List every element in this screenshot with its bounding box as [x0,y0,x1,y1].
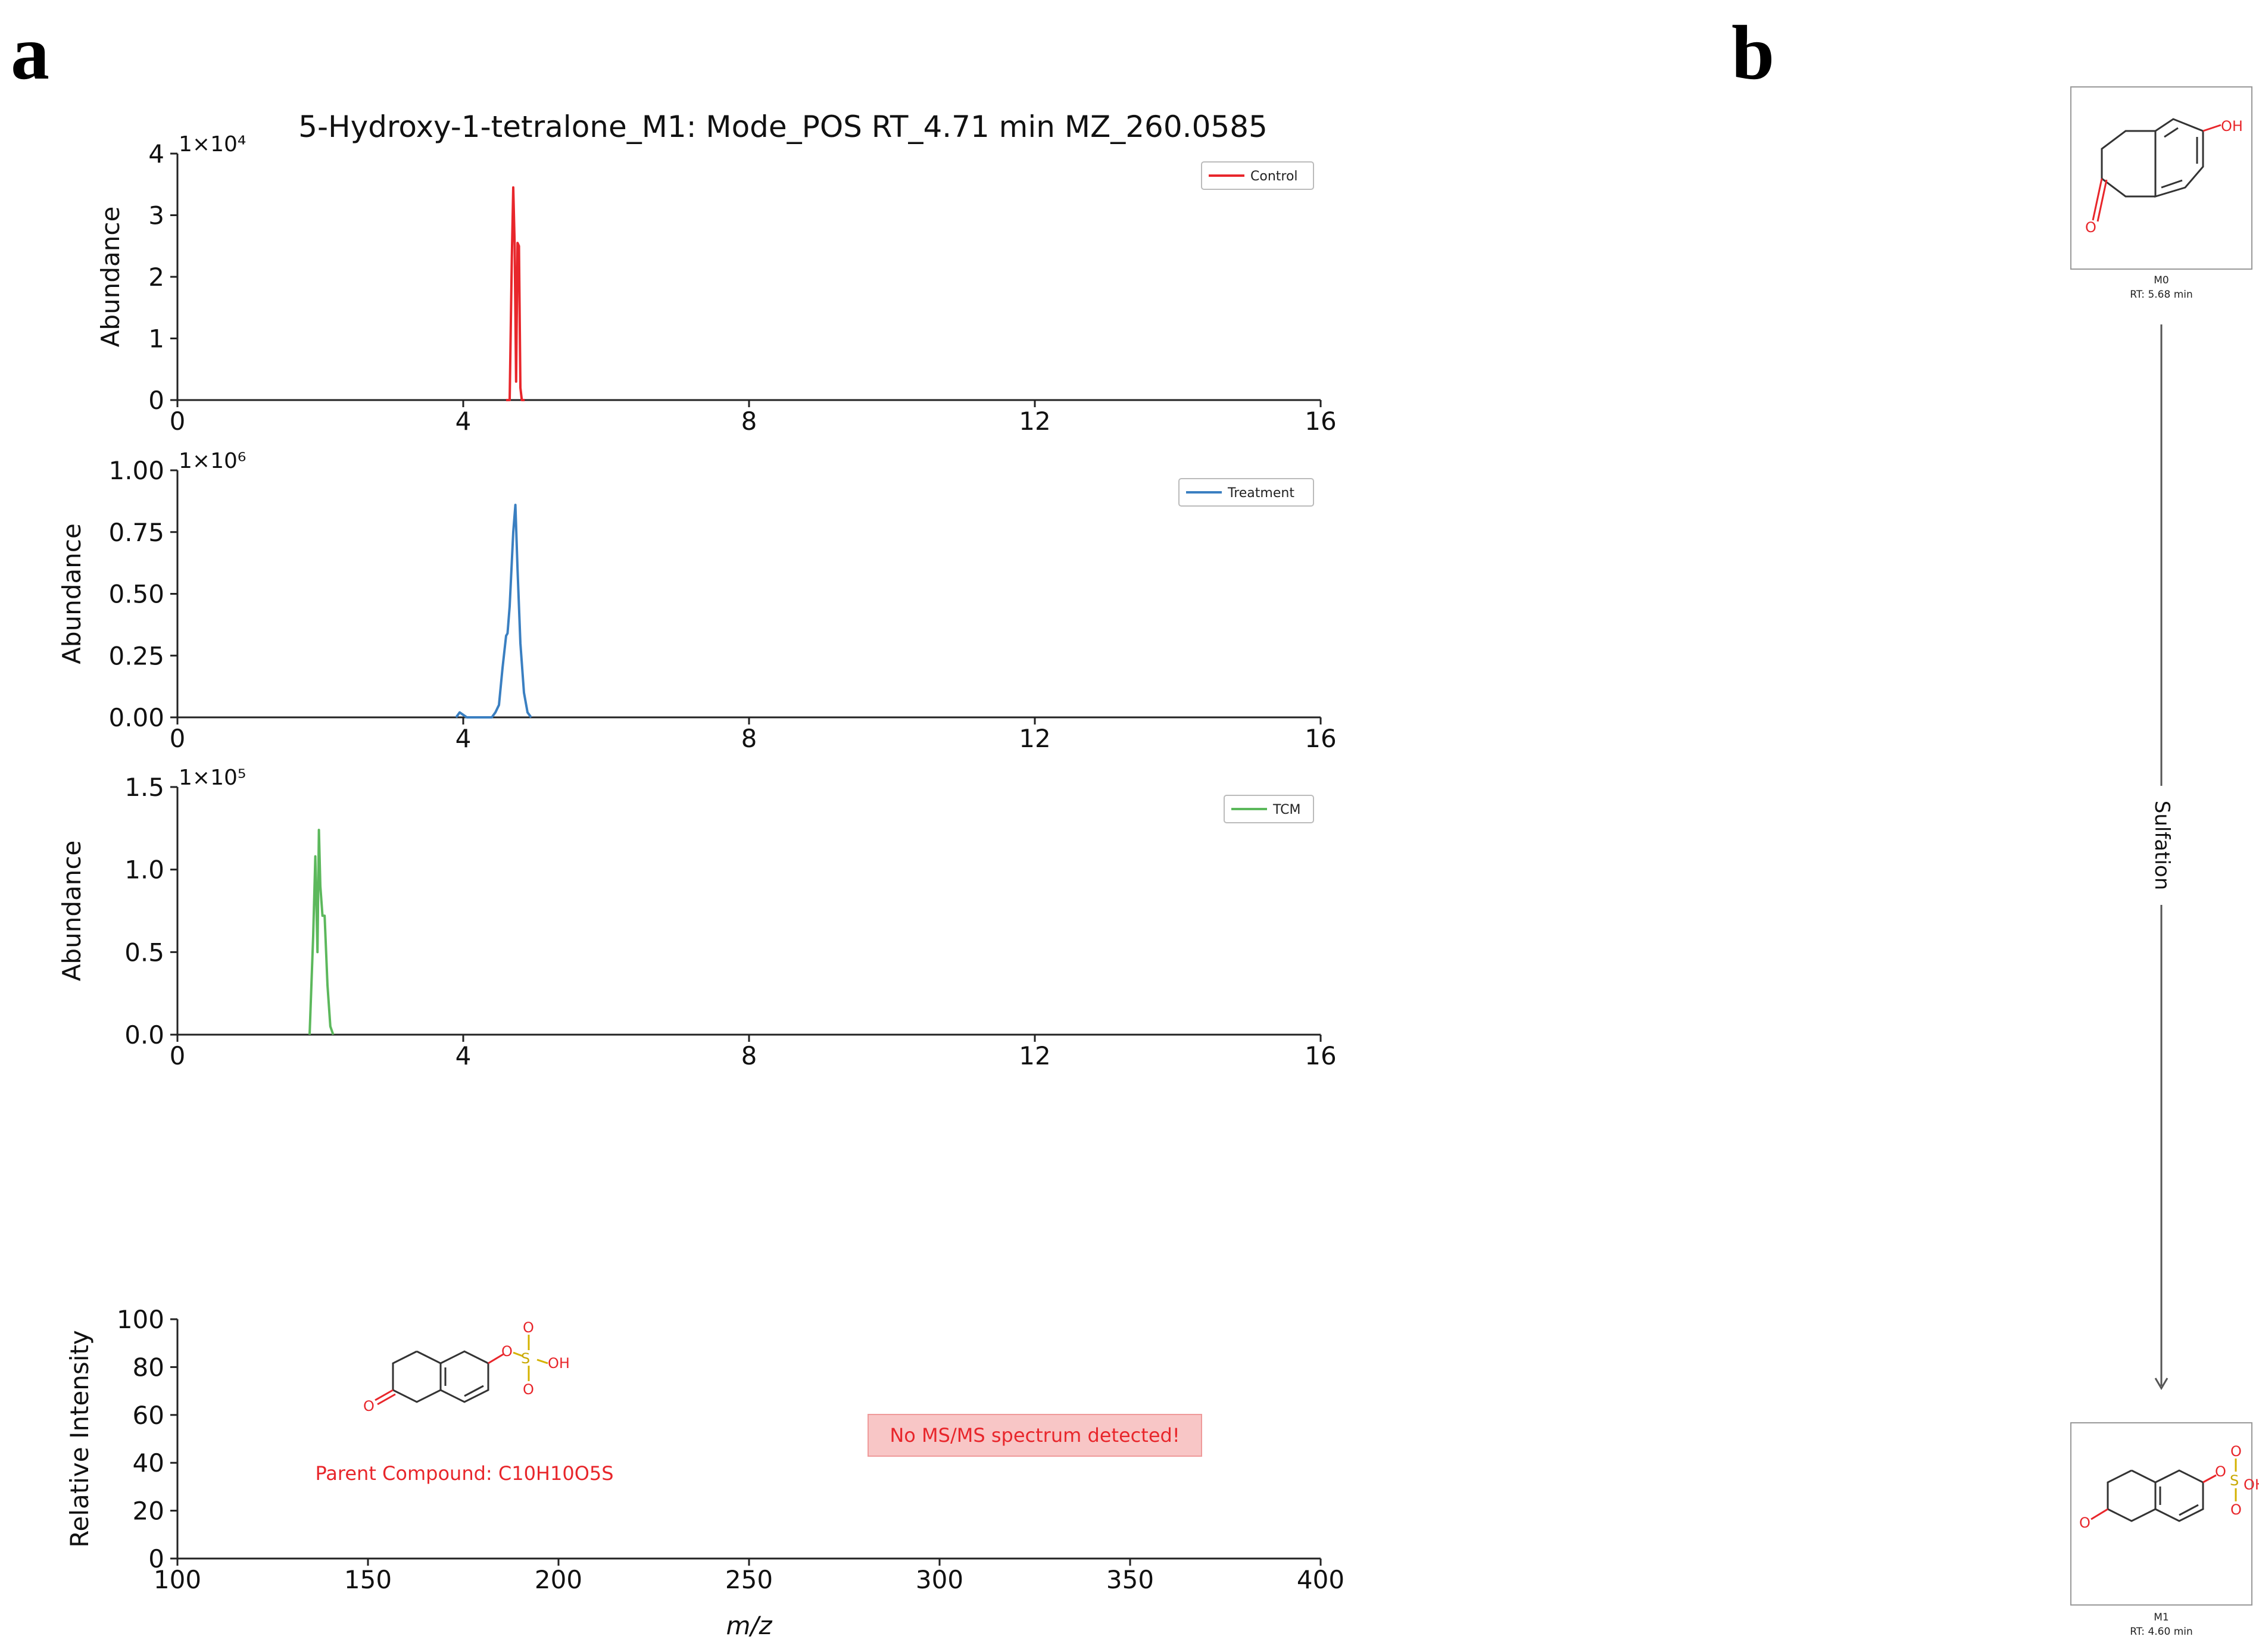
y-tick-label: 60 [133,1401,164,1430]
y-tick-label: 100 [117,1305,164,1334]
series-line [506,186,525,401]
legend-treatment: Treatment [1178,478,1314,507]
x-tick-label: 8 [741,407,757,436]
sulfate-hydroxyl: OH [548,1355,570,1372]
legend-tcm-label: TCM [1272,802,1301,817]
y-tick-label: 0.25 [108,641,164,670]
series-line [455,504,532,719]
x-tick-label: 4 [455,1041,472,1070]
treatment-chromatogram-plot: 0 4 8 12 16 0.00 0.25 0.50 0.75 1.00 Abundance 1×10… [57,449,1337,753]
x-tick-label: 250 [725,1565,773,1594]
m0-label: M0 [2154,274,2168,286]
y-tick-label: 2 [148,263,164,292]
y-tick-label: 4 [148,139,164,168]
m1-ketone-oxygen: O [2079,1514,2090,1531]
x-tick-label: 12 [1019,1041,1050,1070]
m1-sulfonyl-oxygen-top: O [2230,1443,2242,1460]
y-tick-label: 0 [148,1544,164,1573]
no-spectrum-alert: No MS/MS spectrum detected! [868,1414,1202,1457]
m1-structure-box [2070,1422,2252,1606]
y-axis-label: Abundance [57,523,86,664]
x-tick-label: 0 [170,724,186,753]
x-tick-label: 4 [455,407,472,436]
legend-tcm: TCM [1224,795,1314,823]
m0-rt: RT: 5.68 min [2130,289,2193,301]
m1-sulfonyl-oxygen-bottom: O [2230,1501,2242,1518]
y-multiplier-label: 1×10⁴ [179,132,246,157]
tcm-chromatogram-plot: 0 4 8 12 16 0.0 0.5 1.0 1.5 Abundance 1×10⁵ [57,766,1337,1070]
parent-compound-structure: O O S O O OH [363,1319,570,1414]
x-tick-label: 400 [1297,1565,1344,1594]
reaction-label: Sulfation [2150,801,2174,891]
x-tick-label: 4 [455,724,472,753]
sulfur-atom: S [521,1350,530,1367]
x-tick-label: 16 [1305,407,1336,436]
y-tick-label: 1.5 [124,773,164,802]
y-tick-label: 40 [133,1448,164,1478]
legend-control-label: Control [1250,169,1298,184]
no-spectrum-text: No MS/MS spectrum detected! [890,1424,1180,1447]
x-tick-label: 200 [535,1565,582,1594]
chart-title: 5-Hydroxy-1-tetralone_M1: Mode_POS RT_4.… [298,110,1268,144]
x-tick-label: 150 [344,1565,392,1594]
m0-structure-box [2070,86,2252,270]
y-multiplier-label: 1×10⁵ [179,766,246,790]
m1-sulfate-hydroxyl: OH [2244,1476,2259,1493]
panel-a-label: a [11,10,49,96]
y-axis-label: Abundance [57,841,86,982]
legend-treatment-label: Treatment [1227,486,1294,501]
y-tick-label: 20 [133,1497,164,1526]
x-tick-label: 350 [1106,1565,1154,1594]
ketone-oxygen: O [363,1398,375,1414]
m1-structure: O O S O O OH [2079,1443,2259,1531]
x-tick-label: 16 [1305,1041,1336,1070]
y-tick-label: 80 [133,1353,164,1382]
y-tick-label: 0.0 [124,1020,164,1050]
x-tick-label: 8 [741,1041,757,1070]
legend-control: Control [1201,161,1314,190]
msms-spectrum-plot: 100 150 200 250 300 350 400 0 20 40 60 80 100 Relativ… [65,1305,1344,1640]
sulfonyl-oxygen-top: O [523,1319,534,1336]
y-tick-label: 0.75 [108,518,164,547]
y-multiplier-label: 1×10⁶ [179,449,246,473]
m0-structure: O OH [2085,118,2243,236]
m1-sulfur: S [2230,1472,2239,1489]
y-tick-label: 1 [148,324,164,354]
y-tick-label: 0.00 [108,703,164,732]
y-axis-label: Relative Intensity [65,1330,94,1548]
y-tick-label: 0.50 [108,580,164,609]
y-tick-label: 0.5 [124,938,164,967]
ester-oxygen: O [501,1343,513,1360]
x-tick-label: 12 [1019,724,1050,753]
x-tick-label: 0 [170,407,186,436]
sulfonyl-oxygen-bottom: O [523,1381,534,1398]
m1-rt: RT: 4.60 min [2130,1626,2193,1638]
m0-hydroxyl: OH [2221,118,2243,135]
y-tick-label: 0 [148,386,164,415]
x-axis-label: m/z [726,1611,772,1640]
x-tick-label: 0 [170,1041,186,1070]
panel-b-label: b [1731,10,1774,96]
y-tick-label: 1.0 [124,855,164,885]
y-tick-label: 1.00 [108,456,164,485]
parent-compound-label: Parent Compound: C10H10O5S [315,1462,613,1485]
m1-label: M1 [2154,1612,2168,1623]
pathway-panel: O OH M0 RT: 5.68 min Sulfation O O S O O [2070,86,2259,1638]
y-tick-label: 3 [148,201,164,230]
y-axis-label: Abundance [96,207,125,348]
pathway-arrow-head [2154,1378,2168,1390]
x-tick-label: 12 [1019,407,1050,436]
m0-ketone-oxygen: O [2085,219,2096,236]
x-tick-label: 8 [741,724,757,753]
m1-ester-oxygen: O [2215,1463,2226,1480]
x-tick-label: 300 [916,1565,963,1594]
x-tick-label: 100 [154,1565,201,1594]
x-tick-label: 16 [1305,724,1336,753]
series-line [308,829,335,1035]
